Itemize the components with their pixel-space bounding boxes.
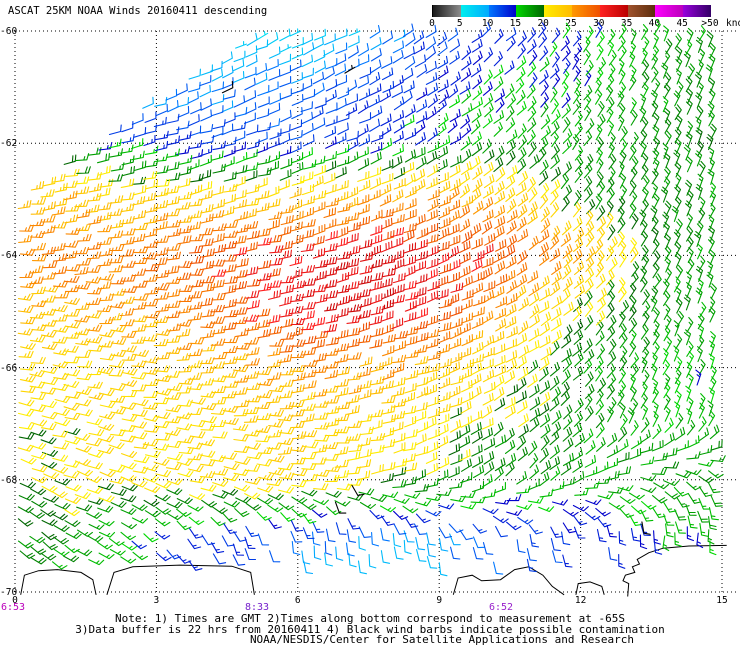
wind-barbs-layer [17,19,726,577]
colorbar-segment [599,5,628,17]
wind-barb-black [351,484,365,496]
wind-barb-group [108,22,618,573]
wind-barb-group [244,232,494,333]
wind-barb-group [17,178,604,463]
lat-tick-label: -66 [0,362,18,374]
wind-barb-group [41,199,561,362]
page-title: ASCAT 25KM NOAA Winds 20160411 descendin… [8,5,268,17]
wind-barb-group [18,165,607,485]
wind-barb-group [188,28,448,577]
lat-tick-label: -64 [0,250,18,262]
wind-barb-group [17,155,638,517]
colorbar-segment [683,5,711,17]
colorbar-tick-label: 0 [429,18,435,29]
colorbar-tick-label: >50 [701,18,719,29]
lon-tick-label: 15 [716,595,728,606]
wind-barb-group [98,35,704,550]
pass-time-label: 6:52 [488,602,514,613]
wind-barb-group [211,224,483,331]
note-line-2: 3)Data buffer is 22 hrs from 20160411 4)… [75,622,665,636]
colorbar-gradient-bar [432,5,711,17]
wind-barb-group [301,239,428,320]
colorbar-segment [516,5,545,17]
colorbar-tick-label: 15 [509,18,522,29]
pass-time-label: 6:53 [1,602,26,613]
lat-tick-label: -68 [0,474,18,486]
wind-barb-group [17,161,639,505]
colorbar-segment [460,5,489,17]
lat-tick-label: -62 [0,138,18,150]
note-line-1: Note: 1) Times are GMT 2)Times along bot… [115,612,625,625]
wind-barb-black [641,521,651,535]
wind-barb-group [18,189,583,397]
coastline [20,544,727,597]
lon-tick-label: 3 [153,595,160,606]
wind-barb-black [334,501,347,514]
wind-barb-black [344,64,356,74]
wind-barb-group [257,30,269,40]
wind-barb-group [17,183,596,417]
lat-tick-label: -60 [0,26,18,37]
footnotes: Note: 1) Times are GMT 2)Times along bot… [0,612,740,646]
wind-barb-black [221,80,234,94]
lat-tick-label: -70 [0,587,18,598]
colorbar-tick-label: 5 [456,18,463,29]
colorbar-tick-label: 35 [620,18,633,29]
colorbar-unit-label: knots [726,18,740,29]
wind-barb-group [165,24,504,575]
wind-barb-group [19,186,562,381]
colorbar-segment [655,5,684,17]
wind-barb-group [17,27,726,557]
colorbar-segment [433,5,461,17]
colorbar-segment [544,5,572,17]
contaminated-wind-barbs [221,64,651,535]
wind-barb-group [17,127,714,541]
colorbar-tick-label: 25 [565,18,577,29]
colorbar-tick-label: 45 [676,18,688,29]
wind-barb-group [131,23,563,564]
colorbar-tick-label: 40 [648,18,661,29]
colorbar-segment [488,5,517,17]
lon-tick-label: 6 [294,595,301,606]
colorbar-segment [571,5,600,17]
wind-barb-group [144,208,528,353]
wind-barb-group [17,31,723,565]
lon-tick-label: 9 [436,595,443,606]
wind-barb-group [131,21,663,571]
note-line-3: NOAA/NESDIS/Center for Satellite Applica… [249,633,635,646]
lon-tick-label: 0 [12,595,18,606]
wind-barb-group [235,28,361,60]
lon-tick-label: 12 [574,595,587,606]
wind-barb-group [188,217,516,345]
wind-barb-group [108,22,717,556]
wind-barb-group [142,29,461,575]
wind-barb-group [51,19,719,570]
colorbar-segment [627,5,656,17]
wind-barb-group [324,258,394,313]
pass-time-label: 8:33 [244,602,270,613]
